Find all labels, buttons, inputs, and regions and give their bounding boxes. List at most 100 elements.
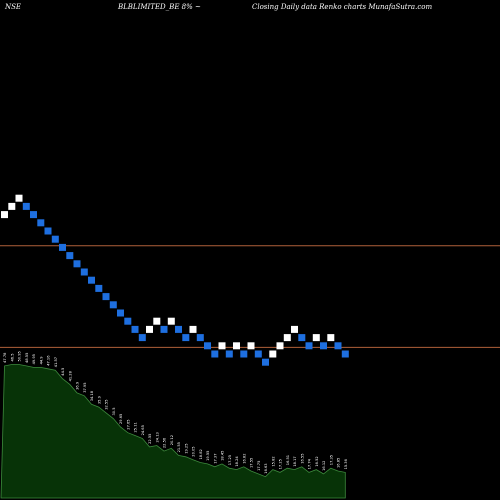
renko-brick-down [240, 350, 248, 358]
volume-label: 20.12 [170, 435, 174, 445]
renko-brick-down [175, 325, 182, 333]
volume-area [0, 364, 346, 499]
renko-brick-up [189, 325, 197, 333]
volume-label: 18.24 [235, 456, 239, 467]
renko-brick-down [254, 350, 262, 358]
renko-brick-up [146, 325, 153, 333]
renko-brick-down [262, 358, 269, 366]
volume-label: 41.28 [68, 370, 72, 381]
volume-label: 32.55 [105, 400, 109, 410]
volume-label: 50.95 [18, 351, 22, 361]
renko-brick-down [334, 342, 342, 350]
volume-label: 16.51 [286, 455, 290, 465]
renko-brick-up [291, 325, 298, 333]
renko-brick-down [73, 260, 81, 268]
volume-label: 22.56 [163, 437, 167, 448]
volume-label: 15.82 [271, 456, 275, 466]
volume-label: 17.25 [228, 455, 232, 465]
volume-label: 16.55 [300, 454, 304, 464]
renko-brick-down [225, 350, 233, 358]
renko-brick-up [233, 342, 240, 350]
volume-label: 17.75 [257, 461, 261, 471]
volume-label: 19.25 [184, 444, 188, 454]
volume-label: 46.5 [10, 353, 14, 361]
volume-label: 17.35 [329, 455, 333, 465]
volume-label: 22.55 [148, 434, 152, 444]
renko-brick-down [66, 252, 74, 260]
renko-brick-down [37, 219, 45, 227]
renko-brick-down [102, 293, 110, 301]
renko-brick-up [15, 194, 23, 202]
renko-brick-up [247, 342, 255, 350]
volume-label: 19.55 [206, 451, 210, 461]
renko-brick-up [312, 334, 320, 342]
renko-brick-up [153, 317, 161, 325]
renko-brick-up [1, 211, 8, 219]
volume-label: 15.36 [344, 458, 348, 469]
renko-brick-down [211, 350, 219, 358]
volume-label: 16.85 [337, 458, 341, 468]
volume-label: 20.05 [192, 446, 196, 456]
volume-label: 18.45 [221, 451, 225, 461]
renko-brick-down [182, 334, 190, 342]
renko-brick-down [88, 276, 95, 284]
renko-brick-down [30, 211, 37, 219]
volume-label: 35.9 [97, 395, 101, 404]
renko-brick-down [320, 342, 327, 350]
chart-title: BLBLIMITED_BE 8% ~ [118, 3, 201, 11]
volume-label: 44.5 [61, 368, 65, 376]
chart-subtitle: Closing Daily data Renko charts MunafaSu… [252, 3, 433, 11]
volume-label: 18.17 [293, 456, 297, 466]
renko-brick-up [327, 334, 335, 342]
volume-label: 24.13 [155, 432, 159, 442]
volume-label: 41.57 [54, 357, 58, 367]
renko-brick-down [117, 309, 124, 317]
volume-label: 17.74 [308, 458, 312, 469]
volume-label: 24.65 [141, 425, 145, 435]
renko-brick-down [341, 350, 349, 358]
renko-brick-down [22, 202, 30, 210]
volume-label: 47.78 [3, 352, 7, 363]
volume-label: 29.65 [119, 414, 123, 424]
volume-label: 18.82 [199, 449, 203, 459]
renko-brick-up [167, 317, 175, 325]
renko-brick-down [59, 243, 66, 251]
renko-brick-down [204, 342, 211, 350]
volume-label: 17.37 [213, 454, 217, 464]
renko-brick-down [44, 227, 52, 235]
renko-brick-down [196, 334, 204, 342]
renko-brick-up [283, 334, 291, 342]
renko-brick-down [160, 325, 168, 333]
volume-label: 36.9 [76, 381, 80, 390]
volume-label: 16.12 [322, 461, 326, 471]
volume-label: 30.5 [112, 407, 116, 415]
volume-label: 25.11 [134, 422, 138, 432]
renko-brick-down [131, 325, 139, 333]
renko-brick-down [298, 334, 306, 342]
renko-brick-down [138, 334, 146, 342]
renko-brick-down [124, 317, 132, 325]
renko-brick-up [218, 342, 226, 350]
renko-brick-up [269, 350, 277, 358]
volume-label: 27.65 [126, 419, 130, 429]
renko-brick-up [8, 202, 16, 210]
exchange-label: NSE [5, 3, 22, 11]
renko-brick-down [305, 342, 313, 350]
renko-brick-up [276, 342, 284, 350]
volume-label: 48.55 [25, 353, 29, 363]
volume-label: 16.52 [315, 456, 319, 466]
renko-brick-down [51, 235, 59, 243]
volume-label: 16.82 [242, 454, 246, 464]
volume-label: 21.55 [177, 442, 181, 452]
volume-label: 17.25 [279, 459, 283, 469]
volume-label: 37.95 [83, 383, 87, 393]
volume-label: 17.55 [250, 458, 254, 468]
renko-brick-down [95, 284, 103, 292]
volume-label: 47.16 [47, 355, 51, 366]
volume-label: 16.63 [264, 463, 268, 473]
renko-brick-down [109, 301, 117, 309]
volume-label: 34.18 [90, 390, 94, 401]
volume-label: 44.9 [39, 356, 43, 365]
volume-label: 49.95 [32, 354, 36, 364]
